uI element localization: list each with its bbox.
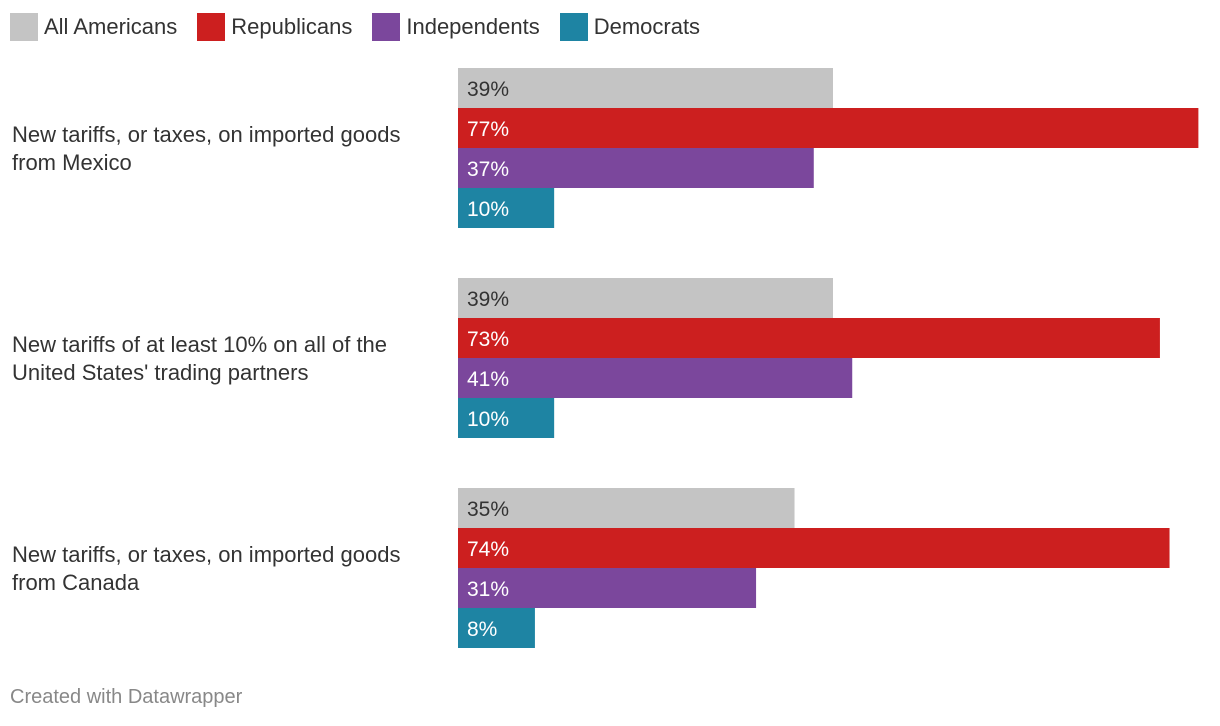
bar-independents [458,148,814,188]
data-label: 8% [467,618,497,641]
bar-all-americans [458,68,833,108]
legend-item-democrats[interactable]: Democrats [559,13,701,41]
chart-legend: All Americans Republicans Independents D… [10,12,720,42]
data-label: 74% [467,538,509,561]
bar-democrats [458,188,555,228]
data-label: 10% [467,408,509,431]
legend-item-all-americans[interactable]: All Americans [10,13,177,41]
legend-swatch-democrats [559,13,588,41]
bar-republicans [458,528,1170,568]
bar-independents [458,568,757,608]
category-label: from Canada [12,570,140,595]
legend-swatch-independents [372,13,401,41]
category-label: from Mexico [12,150,132,175]
data-label: 73% [467,328,509,351]
data-label: 41% [467,368,509,391]
legend-label: All Americans [44,14,178,39]
legend-label: Democrats [593,14,701,39]
legend-label: Republicans [231,14,353,39]
bar-independents [458,358,853,398]
bar-republicans [458,318,1160,358]
data-label: 35% [467,498,509,521]
bar-all-americans [458,488,795,528]
bar-democrats [458,608,535,648]
data-label: 37% [467,158,509,181]
data-label: 77% [467,118,509,141]
data-label: 39% [467,78,509,101]
data-label: 39% [467,288,509,311]
legend-label: Independents [406,14,540,39]
legend-swatch-republicans [197,13,226,41]
category-label: New tariffs of at least 10% on all of th… [12,332,387,357]
legend-item-independents[interactable]: Independents [372,13,540,41]
data-label: 10% [467,198,509,221]
category-label: New tariffs, or taxes, on imported goods [12,122,400,147]
legend-swatch-all-americans [10,13,38,41]
category-label: New tariffs, or taxes, on imported goods [12,542,400,567]
bar-democrats [458,398,555,438]
bar-all-americans [458,278,833,318]
data-label: 31% [467,578,509,601]
bar-republicans [458,108,1199,148]
category-label: United States' trading partners [12,360,308,385]
legend-item-republicans[interactable]: Republicans [197,13,352,41]
credit-text: Created with Datawrapper [10,686,243,708]
